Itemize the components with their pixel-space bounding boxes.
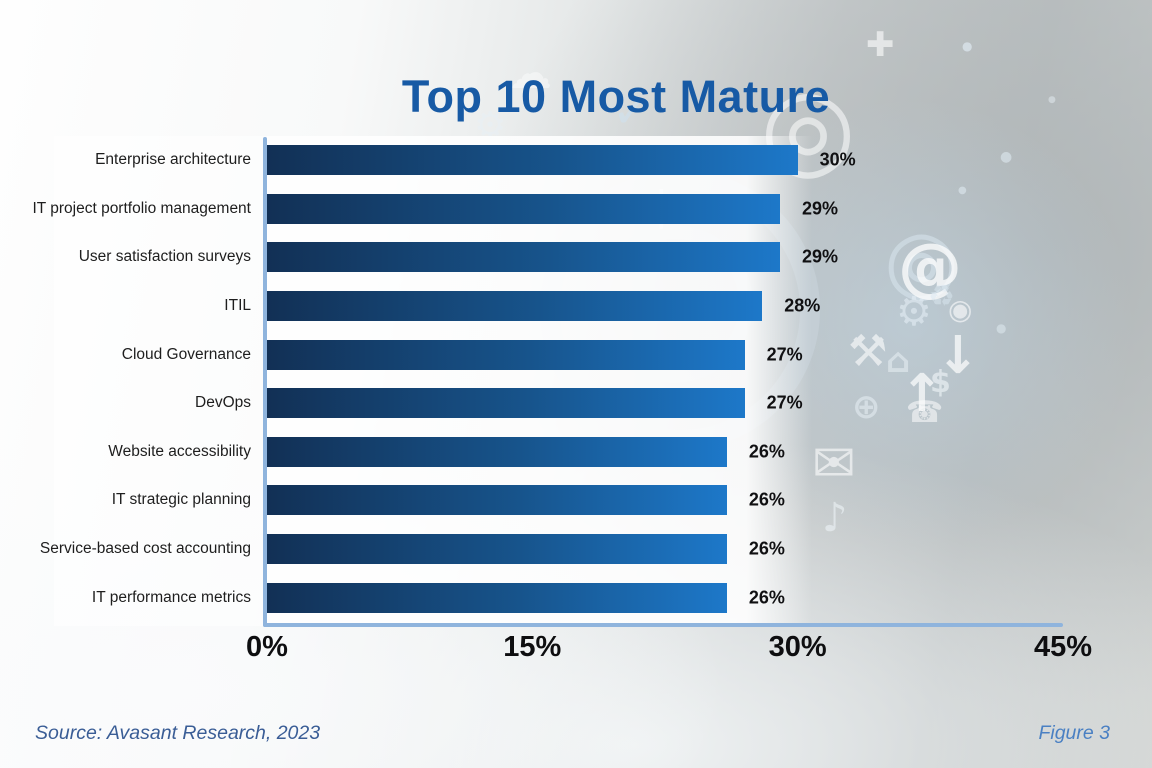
- bar-row: Website accessibility 26%: [108, 428, 1063, 477]
- x-tick-label: 15%: [503, 631, 562, 663]
- bar: [267, 485, 727, 516]
- category-label: ITIL: [224, 297, 251, 315]
- plus-magnifier-icon: ✚: [866, 25, 895, 65]
- value-label: 30%: [819, 149, 856, 170]
- bar-row: DevOps 27%: [195, 379, 1063, 428]
- x-axis-line: [263, 623, 1063, 627]
- category-label: Cloud Governance: [121, 345, 251, 363]
- value-label: 27%: [766, 344, 803, 365]
- category-label: IT strategic planning: [111, 491, 251, 509]
- chart-title: Top 10 Most Mature: [401, 71, 831, 123]
- source-text: Source: Avasant Research, 2023: [35, 722, 321, 744]
- category-label: User satisfaction surveys: [78, 248, 251, 266]
- bar-row: ITIL 28%: [224, 282, 1063, 331]
- value-label: 29%: [801, 198, 838, 219]
- value-label: 26%: [748, 587, 785, 608]
- value-label: 26%: [748, 441, 785, 462]
- bar-rows: Enterprise architecture 30% IT project por…: [32, 136, 1063, 622]
- category-label: Enterprise architecture: [95, 151, 251, 169]
- bar: [267, 582, 727, 613]
- bar: [267, 145, 798, 176]
- category-label: DevOps: [195, 394, 251, 412]
- category-label: IT performance metrics: [91, 588, 251, 606]
- category-label: Website accessibility: [108, 442, 251, 460]
- value-label: 26%: [748, 489, 785, 510]
- category-label: IT project portfolio management: [32, 199, 251, 217]
- bar-row: Enterprise architecture 30%: [95, 136, 1063, 185]
- bar-row: IT performance metrics 26%: [92, 573, 1063, 622]
- bar-row: IT strategic planning 26%: [112, 476, 1063, 525]
- x-tick-label: 45%: [1033, 631, 1093, 663]
- bar: [267, 291, 763, 322]
- bar: [267, 193, 780, 224]
- figure-label: Figure 3: [1038, 722, 1110, 744]
- value-label: 28%: [784, 295, 821, 316]
- bar-row: IT project portfolio management 29%: [32, 185, 1063, 234]
- value-label: 27%: [766, 392, 803, 413]
- value-label: 29%: [801, 246, 838, 267]
- bar: [267, 388, 745, 419]
- bar-row: Cloud Governance 27%: [122, 330, 1063, 379]
- network-dot-icon: ●: [962, 39, 973, 53]
- network-dot-icon: ●: [1048, 95, 1056, 105]
- bar-row: User satisfaction surveys 29%: [79, 233, 1063, 282]
- category-label: Service-based cost accounting: [39, 540, 251, 558]
- bar-row: Service-based cost accounting 26%: [40, 525, 1063, 574]
- bar: [267, 534, 727, 565]
- bar: [267, 339, 745, 370]
- x-tick-label: 0%: [246, 631, 288, 663]
- y-axis-line: [263, 137, 267, 627]
- value-label: 26%: [748, 538, 785, 559]
- bar: [267, 436, 727, 467]
- x-axis-tick-labels: 0% 15% 30% 45%: [246, 631, 1092, 673]
- x-tick-label: 30%: [768, 631, 827, 663]
- bar: [267, 242, 780, 273]
